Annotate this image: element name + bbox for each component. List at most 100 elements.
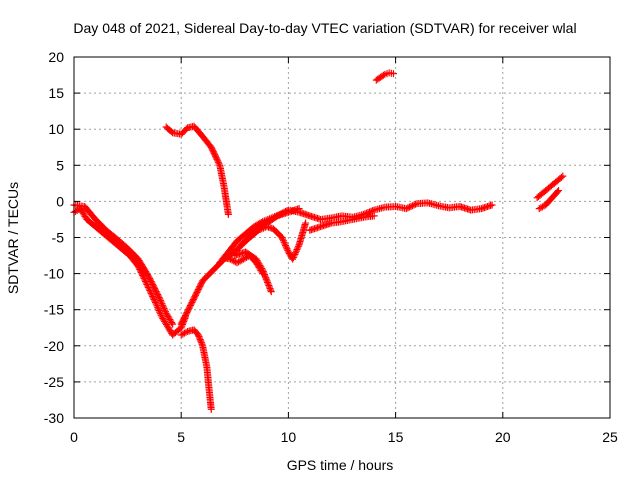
data-point-marker bbox=[263, 277, 271, 285]
data-point-marker bbox=[259, 218, 267, 226]
data-point-marker bbox=[157, 311, 165, 319]
data-point-marker bbox=[274, 211, 282, 219]
chart-title: Day 048 of 2021, Sidereal Day-to-day VTE… bbox=[73, 20, 576, 36]
data-point-marker bbox=[209, 146, 217, 154]
data-point-marker bbox=[292, 249, 300, 257]
data-point-marker bbox=[262, 274, 270, 282]
y-tick-label: -30 bbox=[44, 410, 64, 426]
data-point-marker bbox=[264, 215, 272, 223]
data-point-marker bbox=[267, 286, 275, 294]
data-point-marker bbox=[169, 320, 177, 328]
ticks-layer: 0 5 10 15 20 25 -30 -25 -20 -15 -10 -5 0 5 10 15 20 bbox=[44, 49, 618, 445]
data-point-marker bbox=[256, 226, 264, 234]
data-point-marker bbox=[543, 185, 551, 193]
data-point-marker bbox=[260, 217, 268, 225]
data-point-marker bbox=[281, 240, 289, 248]
data-point-marker bbox=[215, 160, 223, 168]
data-point-marker bbox=[150, 295, 158, 303]
series-track-i bbox=[306, 212, 378, 234]
data-point-marker bbox=[402, 205, 410, 213]
y-tick-label: 15 bbox=[48, 85, 64, 101]
data-point-marker bbox=[265, 281, 273, 289]
data-point-marker bbox=[271, 213, 279, 221]
data-point-marker bbox=[410, 201, 418, 209]
data-point-marker bbox=[260, 224, 268, 232]
data-point-marker bbox=[196, 334, 204, 342]
data-point-marker bbox=[210, 149, 218, 157]
data-point-marker bbox=[262, 275, 270, 283]
data-point-marker bbox=[267, 214, 275, 222]
data-point-marker bbox=[546, 196, 554, 204]
data-point-marker bbox=[404, 204, 412, 212]
data-point-marker bbox=[302, 219, 310, 227]
data-point-marker bbox=[197, 337, 205, 345]
data-point-marker bbox=[211, 151, 219, 159]
data-point-marker bbox=[265, 283, 273, 291]
y-tick-label: 0 bbox=[56, 193, 64, 209]
data-point-marker bbox=[198, 340, 206, 348]
data-point-marker bbox=[137, 268, 145, 276]
data-point-marker bbox=[160, 304, 168, 312]
data-point-marker bbox=[408, 202, 416, 210]
data-point-marker bbox=[552, 178, 560, 186]
data-point-marker bbox=[289, 255, 297, 263]
data-point-marker bbox=[156, 295, 164, 303]
x-tick-label: 0 bbox=[70, 429, 78, 445]
data-point-marker bbox=[291, 250, 299, 258]
data-point-marker bbox=[283, 245, 291, 253]
data-point-marker bbox=[212, 152, 220, 160]
data-layer bbox=[70, 69, 567, 413]
data-point-marker bbox=[207, 143, 215, 151]
data-point-marker bbox=[557, 173, 565, 181]
x-tick-label: 15 bbox=[388, 429, 404, 445]
series-track-j bbox=[372, 69, 397, 84]
x-tick-label: 20 bbox=[495, 429, 511, 445]
y-tick-label: -20 bbox=[44, 338, 64, 354]
data-point-marker bbox=[407, 202, 415, 210]
data-point-marker bbox=[379, 71, 387, 79]
data-point-marker bbox=[278, 234, 286, 241]
data-point-marker bbox=[538, 203, 546, 211]
data-point-marker bbox=[279, 235, 287, 243]
data-point-marker bbox=[258, 225, 266, 233]
data-point-marker bbox=[282, 243, 290, 251]
data-point-marker bbox=[156, 296, 164, 304]
data-point-marker bbox=[264, 278, 272, 286]
data-point-marker bbox=[209, 148, 217, 156]
data-point-marker bbox=[168, 319, 176, 327]
data-point-marker bbox=[224, 210, 232, 218]
data-point-marker bbox=[213, 155, 221, 163]
data-point-marker bbox=[539, 189, 547, 197]
y-tick-label: 20 bbox=[48, 49, 64, 65]
y-tick-label: -15 bbox=[44, 302, 64, 318]
data-point-marker bbox=[282, 242, 290, 250]
data-point-marker bbox=[158, 300, 166, 308]
data-point-marker bbox=[552, 189, 560, 197]
data-point-marker bbox=[389, 70, 397, 78]
data-point-marker bbox=[161, 308, 169, 316]
data-point-marker bbox=[182, 328, 190, 336]
data-point-marker bbox=[264, 280, 272, 288]
grid-layer bbox=[74, 57, 610, 418]
data-point-marker bbox=[284, 246, 292, 254]
x-axis-label: GPS time / hours bbox=[287, 457, 394, 473]
data-point-marker bbox=[266, 215, 274, 223]
data-point-marker bbox=[197, 339, 205, 347]
data-point-marker bbox=[293, 246, 301, 254]
series-track-k bbox=[533, 172, 567, 213]
data-point-marker bbox=[207, 405, 215, 413]
data-point-marker bbox=[279, 237, 287, 245]
data-point-marker bbox=[208, 145, 216, 153]
y-tick-label: -25 bbox=[44, 374, 64, 390]
data-point-marker bbox=[556, 175, 564, 183]
series-track-c bbox=[162, 122, 232, 218]
data-point-marker bbox=[412, 200, 420, 208]
data-point-marker bbox=[289, 254, 297, 262]
data-point-marker bbox=[159, 303, 167, 311]
x-tick-label: 5 bbox=[177, 429, 185, 445]
data-point-marker bbox=[254, 226, 262, 234]
data-point-marker bbox=[259, 270, 267, 278]
data-point-marker bbox=[366, 208, 374, 216]
